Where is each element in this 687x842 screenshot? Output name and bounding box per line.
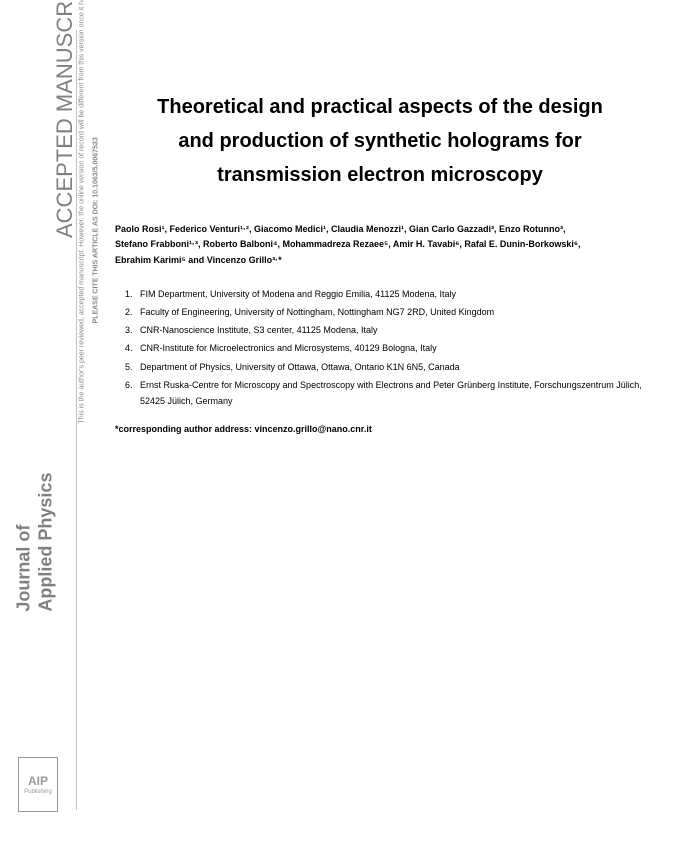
authors-row3: Ebrahim Karimi⁵ and Vincenzo Grillo³·* xyxy=(115,255,282,265)
journal-line2: Applied Physics xyxy=(35,473,55,612)
affil-text: Faculty of Engineering, University of No… xyxy=(140,307,494,317)
affiliation-item: CNR-Nanoscience Institute, S3 center, 41… xyxy=(135,322,650,338)
corresponding-author: *corresponding author address: vincenzo.… xyxy=(110,424,650,434)
title-line1: Theoretical and practical aspects of the… xyxy=(130,90,630,124)
manuscript-note: This is the author's peer reviewed, acce… xyxy=(79,0,86,424)
vertical-divider xyxy=(76,30,77,810)
paper-title: Theoretical and practical aspects of the… xyxy=(110,90,650,192)
affil-text: CNR-Institute for Microelectronics and M… xyxy=(140,343,437,353)
affiliation-item: CNR-Institute for Microelectronics and M… xyxy=(135,340,650,356)
publisher-sub: Publishing xyxy=(24,789,52,795)
journal-name: Journal of Applied Physics xyxy=(13,452,56,612)
affiliation-list: FIM Department, University of Modena and… xyxy=(110,286,650,409)
affil-text: CNR-Nanoscience Institute, S3 center, 41… xyxy=(140,325,377,335)
title-line3: transmission electron microscopy xyxy=(130,158,630,192)
authors-row1: Paolo Rosi¹, Federico Venturi¹·², Giacom… xyxy=(115,224,566,234)
affiliation-item: Department of Physics, University of Ott… xyxy=(135,359,650,375)
affil-text: Department of Physics, University of Ott… xyxy=(140,362,460,372)
affil-text: Ernst Ruska-Centre for Microscopy and Sp… xyxy=(140,380,642,406)
author-list: Paolo Rosi¹, Federico Venturi¹·², Giacom… xyxy=(110,222,650,268)
affiliation-item: Faculty of Engineering, University of No… xyxy=(135,304,650,320)
doi-citation: PLEASE CITE THIS ARTICLE AS DOI: 10.1063… xyxy=(93,137,100,323)
title-line2: and production of synthetic holograms fo… xyxy=(130,124,630,158)
left-sidebar: ACCEPTED MANUSCRIPT Journal of Applied P… xyxy=(0,0,70,842)
affiliation-item: FIM Department, University of Modena and… xyxy=(135,286,650,302)
main-content: Theoretical and practical aspects of the… xyxy=(110,90,650,434)
accepted-stamp: ACCEPTED MANUSCRIPT xyxy=(52,0,78,238)
affiliation-item: Ernst Ruska-Centre for Microscopy and Sp… xyxy=(135,377,650,409)
publisher-logo: AIP Publishing xyxy=(18,757,58,812)
publisher-main: AIP xyxy=(28,775,48,787)
authors-row2: Stefano Frabboni¹·³, Roberto Balboni⁴, M… xyxy=(115,239,581,249)
journal-line1: Journal of xyxy=(13,525,33,612)
affil-text: FIM Department, University of Modena and… xyxy=(140,289,456,299)
